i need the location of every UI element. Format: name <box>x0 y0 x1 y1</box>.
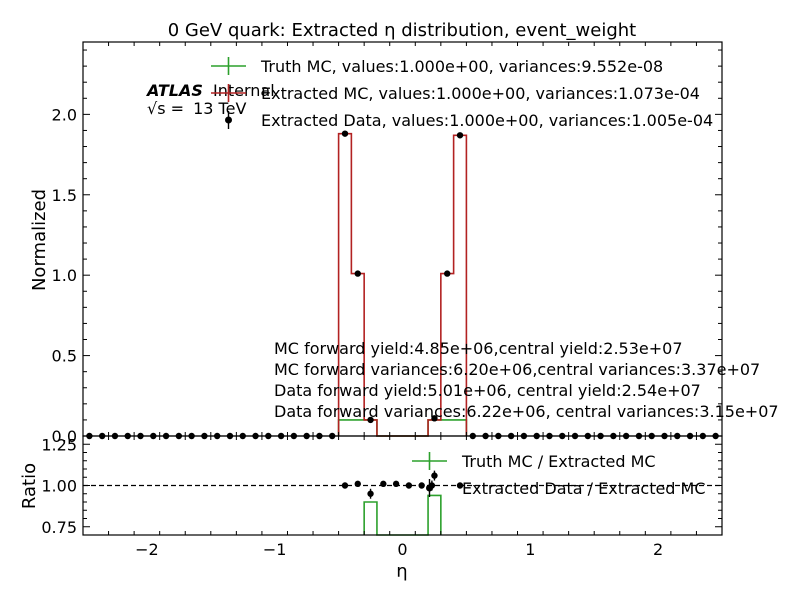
main-point-extracted-data <box>341 130 349 137</box>
energy-prefix: √s = <box>147 99 189 118</box>
legend-label-extracted-mc: Extracted MC, values:1.000e+00, variance… <box>261 84 700 103</box>
x-axis-label: η <box>396 561 407 582</box>
chart-title: 0 GeV quark: Extracted η distribution, e… <box>168 20 637 41</box>
atlas-label: ATLAS Internal <box>145 81 275 100</box>
main-ytick-label: 0.5 <box>52 347 77 366</box>
legend-entry-extracted-data: Extracted Data, values:1.000e+00, varian… <box>225 111 713 130</box>
x-tick-label: 0 <box>397 540 407 559</box>
main-ytick-label: 1.0 <box>52 266 77 285</box>
annotation-data-yield: Data forward yield:5.01e+06, central yie… <box>274 381 701 400</box>
main-ylabel: Normalized <box>29 189 50 291</box>
main-series-truth-mc <box>337 419 468 437</box>
legend-entry-truth-mc: Truth MC, values:1.000e+00, variances:9.… <box>211 57 663 76</box>
legend-entry-extracted-mc: Extracted MC, values:1.000e+00, variance… <box>211 84 700 103</box>
main-plot-area: 0.0 0.5 1.0 1.5 2.0 <box>52 41 723 446</box>
annotation-mc-variances: MC forward variances:6.20e+06,central va… <box>274 360 760 379</box>
main-point-extracted-data <box>444 270 451 277</box>
ratio-ytick-label: 1.00 <box>41 477 77 496</box>
ratio-ylabel: Ratio <box>19 463 40 509</box>
ratio-point-extracted-data-extracted-mc <box>418 482 425 489</box>
ratio-point-extracted-data-extracted-mc <box>354 480 361 488</box>
energy-value: 13 TeV <box>193 99 246 118</box>
ratio-plot-area: 0.75 1.00 1.25 −2 −1 0 1 2 <box>41 435 723 559</box>
ratio-point-extracted-data-extracted-mc <box>341 482 349 489</box>
x-tick-label: −2 <box>135 540 159 559</box>
ratio-point-extracted-data-extracted-mc <box>405 482 413 489</box>
main-legend: Truth MC, values:1.000e+00, variances:9.… <box>211 57 713 130</box>
main-ytick-label: 2.0 <box>52 105 77 124</box>
legend-label-truth-mc: Truth MC, values:1.000e+00, variances:9.… <box>260 57 663 76</box>
ratio-legend-entry-truth: Truth MC / Extracted MC <box>412 452 656 471</box>
atlas-text: ATLAS <box>145 81 203 100</box>
main-ytick-label: 1.5 <box>52 186 77 205</box>
ratio-legend-label-data: Extracted Data / Extracted MC <box>462 479 706 498</box>
ratio-point-extracted-data-extracted-mc <box>392 480 400 488</box>
ratio-point-extracted-data-extracted-mc <box>456 482 464 489</box>
ratio-legend: Truth MC / Extracted MC Extracted Data /… <box>412 452 706 498</box>
main-point-extracted-data <box>354 270 361 277</box>
ratio-ytick-label: 1.25 <box>41 435 77 454</box>
annotation-data-variances: Data forward variances:6.22e+06, central… <box>274 402 779 421</box>
ratio-legend-label-truth: Truth MC / Extracted MC <box>461 452 656 471</box>
main-point-extracted-data <box>456 132 464 139</box>
main-ytick-label: 0.0 <box>52 427 77 446</box>
legend-swatch-extracted-data-marker <box>225 116 232 124</box>
x-tick-label: −1 <box>263 540 287 559</box>
energy-label: √s = 13 TeV <box>147 99 246 118</box>
x-tick-label: 2 <box>653 540 663 559</box>
ratio-point-extracted-data-extracted-mc <box>367 490 374 497</box>
annotation-mc-yield: MC forward yield:4.85e+06,central yield:… <box>274 339 683 358</box>
legend-label-extracted-data: Extracted Data, values:1.000e+00, varian… <box>261 111 713 130</box>
main-point-extracted-data <box>367 416 374 424</box>
ratio-point-extracted-data-extracted-mc <box>380 480 387 488</box>
ratio-point-extracted-data-extracted-mc <box>431 472 438 479</box>
ratio-legend-swatch-data-marker <box>426 484 433 492</box>
main-point-extracted-data <box>431 415 438 422</box>
yield-annotations: MC forward yield:4.85e+06,central yield:… <box>274 339 779 421</box>
ratio-series-truth-mc-extracted-mc <box>363 494 442 536</box>
ratio-legend-entry-data: Extracted Data / Extracted MC <box>426 479 706 498</box>
x-tick-label: 1 <box>525 540 535 559</box>
ratio-ytick-label: 0.75 <box>41 518 77 537</box>
